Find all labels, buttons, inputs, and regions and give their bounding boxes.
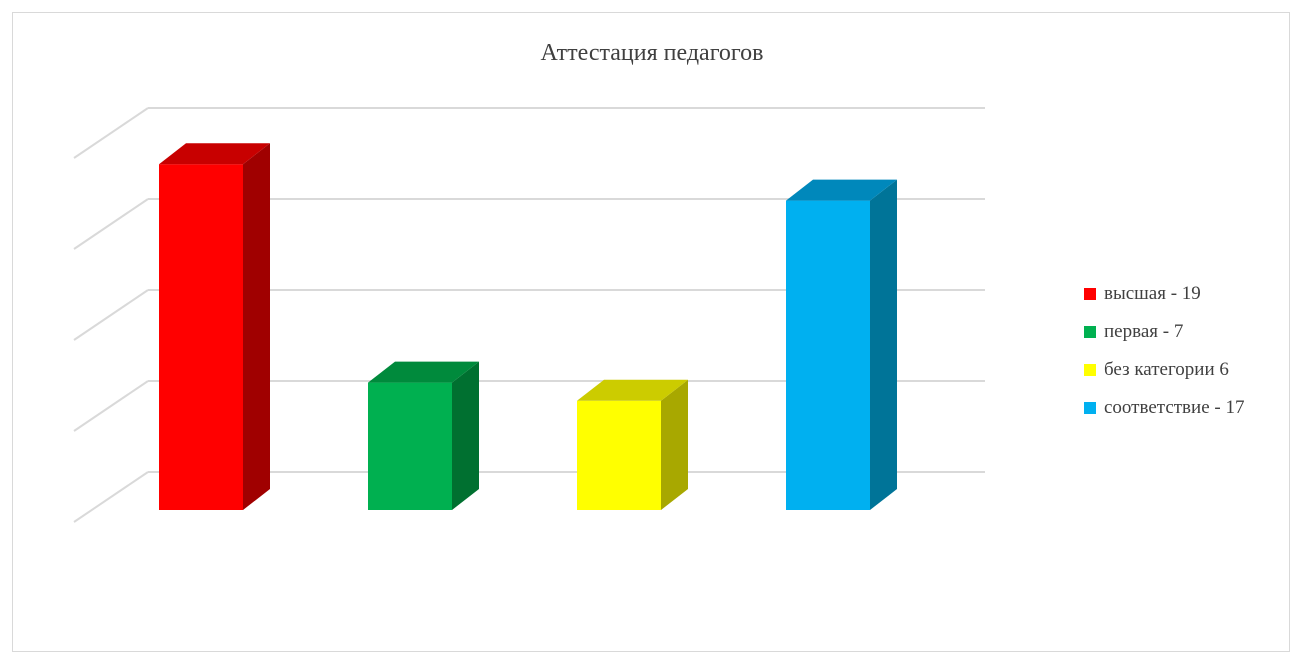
legend-label: соответствие - 17 (1104, 396, 1245, 418)
legend-item: первая - 7 (1084, 318, 1244, 345)
bar-side (870, 179, 897, 510)
chart-legend: высшая - 19 первая - 7 без категории 6 с… (1084, 280, 1244, 432)
bar (159, 164, 243, 510)
legend-swatch (1084, 363, 1096, 376)
bar (786, 200, 870, 510)
legend-label: без категории 6 (1104, 358, 1229, 380)
bar-top (368, 361, 479, 383)
legend-item: высшая - 19 (1084, 280, 1244, 307)
chart-plot (73, 107, 985, 523)
gridline-side (73, 107, 149, 159)
bar-top (577, 379, 688, 401)
bar (368, 382, 452, 510)
gridline-side (73, 471, 149, 523)
bar-side (243, 143, 270, 510)
legend-swatch (1084, 325, 1096, 338)
chart-title: Аттестация педагогов (540, 40, 764, 66)
bar-side (661, 379, 688, 510)
gridline-side (73, 198, 149, 250)
gridline-side (73, 380, 149, 432)
bar-top (786, 179, 897, 201)
bar-side (452, 361, 479, 510)
legend-swatch (1084, 401, 1096, 414)
legend-item: соответствие - 17 (1084, 394, 1244, 421)
legend-swatch (1084, 287, 1096, 300)
legend-label: высшая - 19 (1104, 282, 1201, 304)
bar-top (159, 143, 270, 165)
legend-item: без категории 6 (1084, 356, 1244, 383)
legend-label: первая - 7 (1104, 320, 1184, 342)
bar (577, 400, 661, 510)
gridline-side (73, 289, 149, 341)
